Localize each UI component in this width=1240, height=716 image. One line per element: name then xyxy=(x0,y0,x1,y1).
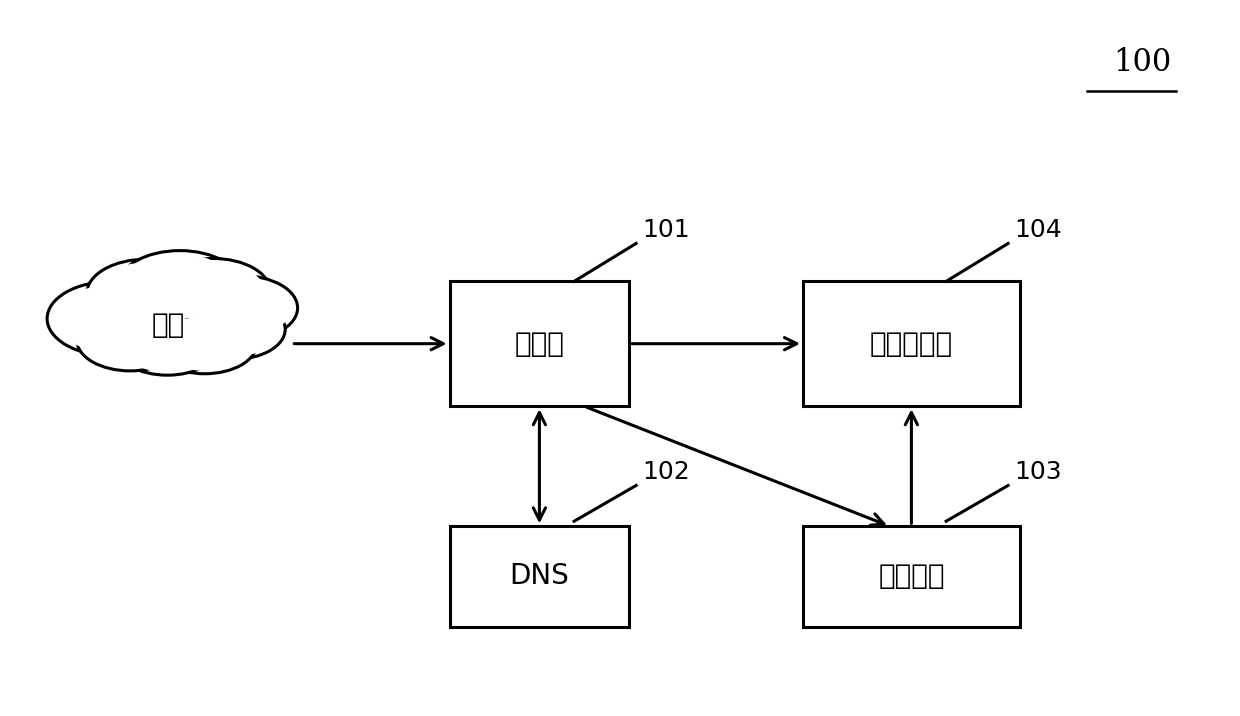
Circle shape xyxy=(156,258,270,324)
Bar xyxy=(804,281,1021,407)
Circle shape xyxy=(153,314,257,374)
Circle shape xyxy=(153,314,257,374)
Circle shape xyxy=(122,319,213,372)
Bar xyxy=(449,526,629,626)
Bar xyxy=(449,281,629,407)
Circle shape xyxy=(181,299,285,359)
Circle shape xyxy=(125,255,234,318)
Bar xyxy=(804,526,1021,626)
Circle shape xyxy=(47,281,176,356)
Circle shape xyxy=(77,309,184,371)
Circle shape xyxy=(164,263,263,320)
Circle shape xyxy=(83,313,177,367)
Circle shape xyxy=(186,276,298,340)
Circle shape xyxy=(55,286,169,352)
Text: 清洗设备: 清洗设备 xyxy=(878,562,945,591)
Text: 104: 104 xyxy=(1014,218,1063,242)
Circle shape xyxy=(159,317,250,370)
Circle shape xyxy=(187,303,279,356)
Circle shape xyxy=(115,315,219,375)
Circle shape xyxy=(118,251,242,322)
Text: 100: 100 xyxy=(1114,47,1172,77)
Text: 服务器: 服务器 xyxy=(515,329,564,358)
Circle shape xyxy=(156,258,270,324)
Circle shape xyxy=(115,315,219,375)
Text: 后端服务器: 后端服务器 xyxy=(869,329,954,358)
Circle shape xyxy=(192,279,291,337)
Text: 102: 102 xyxy=(642,460,691,484)
Circle shape xyxy=(87,259,206,328)
Circle shape xyxy=(118,251,242,322)
Text: 网络: 网络 xyxy=(151,311,185,339)
Circle shape xyxy=(94,263,198,324)
Circle shape xyxy=(47,281,176,356)
Circle shape xyxy=(181,299,285,359)
Circle shape xyxy=(186,276,298,340)
Text: 101: 101 xyxy=(642,218,689,242)
Circle shape xyxy=(77,309,184,371)
Circle shape xyxy=(87,259,206,328)
Text: 103: 103 xyxy=(1014,460,1061,484)
Text: DNS: DNS xyxy=(510,562,569,591)
